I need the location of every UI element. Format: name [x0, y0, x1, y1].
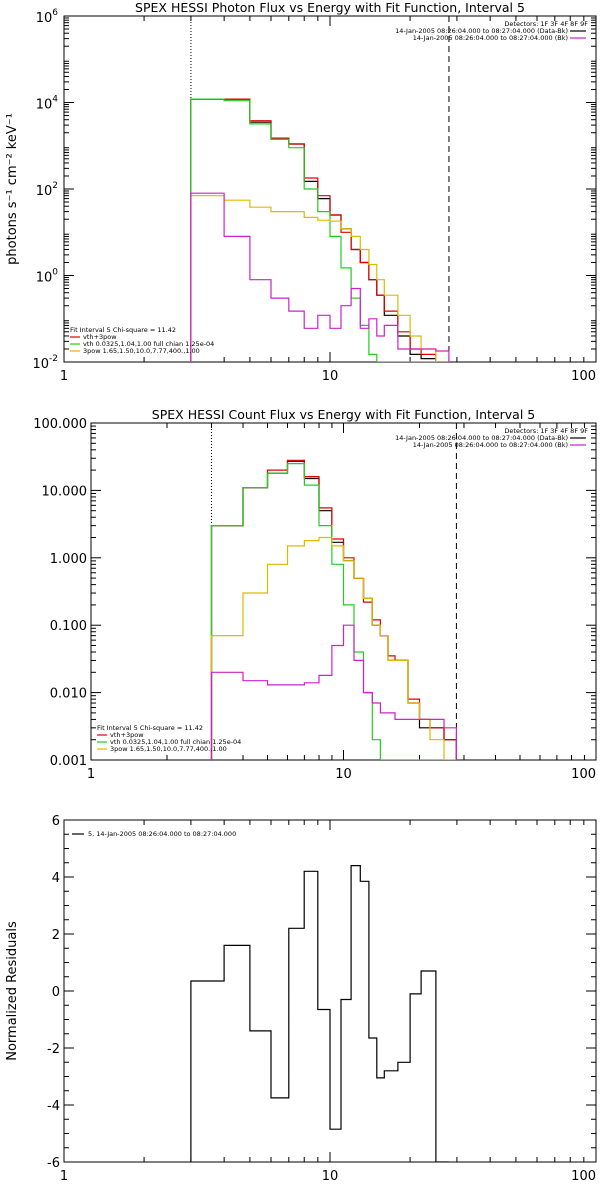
y-tick-label: 6: [52, 814, 60, 829]
y-tick-label: 104: [36, 95, 59, 113]
chart-panel-1: SPEX HESSI Photon Flux vs Energy with Fi…: [5, 0, 597, 384]
x-tick-label: 10: [322, 1169, 339, 1184]
y-tick-label: 0.100: [50, 619, 87, 634]
legend-text: 5, 14-Jan-2005 08:26:04.000 to 08:27:04.…: [88, 830, 236, 838]
chart-title: SPEX HESSI Photon Flux vs Energy with Fi…: [135, 0, 525, 15]
x-tick-label: 1: [60, 369, 68, 384]
series-green: [210, 463, 457, 760]
y-tick-label: 106: [36, 8, 59, 26]
legend-top-text: Detectors: 1F 3F 4F 8F 9F: [504, 427, 588, 435]
legend-bottom-text: vth 0.0325,1.04,1.00 full chian 1.25e-04: [110, 738, 241, 746]
legend-top-text: 14-Jan-2005 08:26:04.000 to 08:27:04.000…: [413, 441, 568, 449]
y-tick-label: -2: [47, 1042, 60, 1057]
y-tick-label: 1.000: [50, 552, 87, 567]
x-tick-label: 10: [322, 369, 339, 384]
chart-panel-2: SPEX HESSI Count Flux vs Energy with Fit…: [33, 407, 597, 782]
legend-bottom-text: Fit Interval 5 Chi-square = 11.42: [70, 326, 176, 334]
chart-panel-3: 1 10 100 -6 -4 -2 0 2 4 6 Normalized Residuals 5, 1…: [5, 814, 597, 1184]
y-tick-label: 0.001: [50, 754, 87, 769]
x-tick-label: 100: [571, 369, 596, 384]
legend-top-text: Detectors: 1F 3F 4F 8F 9F: [504, 20, 588, 28]
legend-bottom-text: Fit Interval 5 Chi-square = 11.42: [97, 724, 203, 732]
series-magenta: [190, 192, 450, 362]
series-magenta: [210, 624, 457, 760]
x-tick-label: 1: [60, 1169, 68, 1184]
x-tick-label: 100: [571, 1169, 596, 1184]
series-yellow: [190, 195, 449, 362]
legend-bottom-text: 3pow 1.65,1.50,10.0,7.77,400.,1.00: [83, 347, 200, 355]
y-axis-label: Normalized Residuals: [5, 921, 20, 1061]
legend-bottom-text: 3pow 1.65,1.50,10.0,7.77,400.,1.00: [110, 745, 227, 753]
x-tick-label: 100: [571, 767, 596, 782]
legend-bottom-text: vth+3pow: [110, 731, 144, 739]
y-tick-label: 10.000: [42, 484, 88, 499]
series-green: [190, 98, 449, 362]
y-tick-label: 2: [52, 928, 60, 943]
x-tick-label: 1: [87, 767, 95, 782]
y-tick-label: 100: [36, 268, 59, 286]
chart-title: SPEX HESSI Count Flux vs Energy with Fit…: [152, 407, 535, 422]
legend-top-text: 14-Jan-2005 08:26:04.000 to 08:27:04.000…: [395, 434, 568, 442]
series-yellow: [210, 536, 457, 760]
y-tick-label: 0.010: [50, 687, 87, 702]
legend-top-text: 14-Jan-2005 08:26:04.000 to 08:27:04.000…: [395, 27, 568, 35]
y-axis-label: photons s⁻¹ cm⁻² keV⁻¹: [5, 113, 20, 265]
y-tick-label: -4: [47, 1099, 60, 1114]
legend-top-text: 14-Jan-2005 08:26:04.000 to 08:27:04.000…: [413, 34, 568, 42]
y-tick-label: 100.000: [33, 417, 87, 432]
y-tick-label: 10-2: [32, 354, 58, 372]
y-tick-label: 4: [52, 871, 60, 886]
legend-bottom-text: vth+3pow: [83, 333, 117, 341]
x-tick-label: 10: [335, 767, 352, 782]
legend-bottom-text: vth 0.0325,1.04,1.00 full chian 1.25e-04: [83, 340, 214, 348]
y-tick-label: 0: [52, 985, 60, 1000]
series-black: [190, 865, 449, 1162]
y-tick-label: -6: [47, 1156, 60, 1171]
y-tick-label: 102: [36, 181, 58, 199]
